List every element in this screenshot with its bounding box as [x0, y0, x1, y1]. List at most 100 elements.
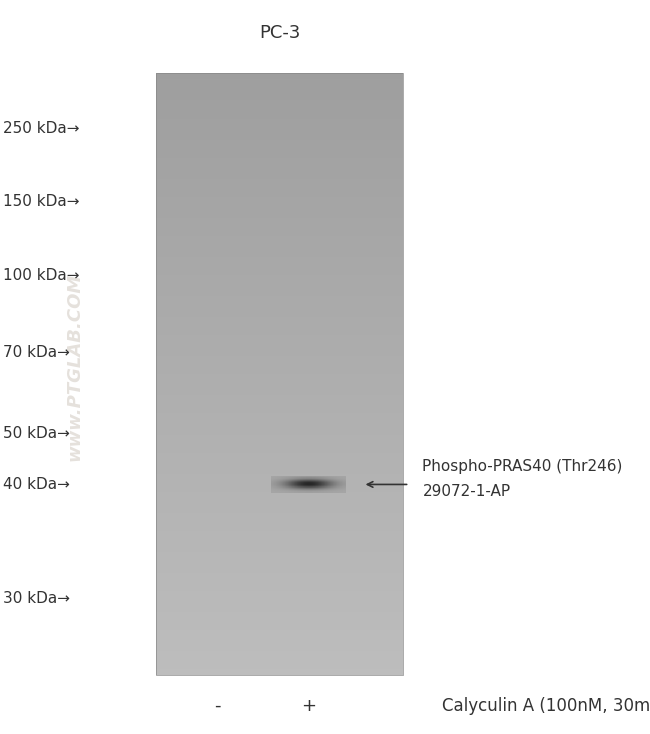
Bar [156, 401, 403, 404]
Bar [156, 103, 403, 106]
Bar [156, 374, 403, 377]
Bar [156, 636, 403, 639]
Bar [156, 516, 403, 519]
Bar [156, 200, 403, 203]
Bar [156, 413, 403, 416]
Bar [156, 606, 403, 609]
Bar [156, 525, 403, 528]
Bar [156, 293, 403, 296]
Bar [156, 122, 403, 125]
Bar [156, 621, 403, 624]
Bar [156, 522, 403, 525]
Bar [156, 627, 403, 630]
Bar [156, 308, 403, 311]
Bar [156, 296, 403, 299]
Bar [156, 302, 403, 305]
Bar [156, 377, 403, 380]
Bar [156, 582, 403, 585]
Bar [156, 194, 403, 197]
Bar [156, 666, 403, 669]
Bar [156, 564, 403, 567]
Bar [156, 446, 403, 449]
Bar [156, 188, 403, 191]
Bar [156, 615, 403, 618]
Bar [156, 344, 403, 347]
Bar [156, 561, 403, 564]
Bar [156, 269, 403, 272]
Bar [156, 158, 403, 161]
Bar [156, 597, 403, 600]
Bar [156, 263, 403, 266]
Bar [156, 137, 403, 139]
Bar [156, 208, 403, 212]
Bar [156, 73, 403, 675]
Bar [156, 407, 403, 410]
Bar [156, 106, 403, 109]
Bar [156, 648, 403, 651]
Bar [156, 404, 403, 407]
Bar [156, 101, 403, 103]
Text: 29072-1-AP: 29072-1-AP [422, 484, 511, 499]
Bar [156, 645, 403, 648]
Bar [156, 543, 403, 546]
Bar [156, 73, 403, 76]
Bar [156, 92, 403, 95]
Bar [156, 459, 403, 462]
Bar [156, 148, 403, 152]
Bar [156, 573, 403, 576]
Bar [156, 465, 403, 468]
Bar [156, 534, 403, 537]
Bar [156, 462, 403, 465]
Bar [156, 506, 403, 509]
Bar [156, 248, 403, 251]
Bar [156, 549, 403, 552]
Bar [156, 383, 403, 386]
Bar [156, 251, 403, 254]
Bar [156, 492, 403, 495]
Bar [156, 389, 403, 393]
Bar [156, 633, 403, 636]
Bar [156, 363, 403, 366]
Bar [156, 275, 403, 278]
Bar [156, 504, 403, 506]
Bar [156, 82, 403, 85]
Bar [156, 468, 403, 470]
Bar [156, 260, 403, 263]
Bar [156, 552, 403, 555]
Text: 70 kDa→: 70 kDa→ [3, 345, 70, 360]
Bar [156, 221, 403, 224]
Bar [156, 203, 403, 206]
Bar [156, 341, 403, 344]
Text: Phospho-PRAS40 (Thr246): Phospho-PRAS40 (Thr246) [422, 459, 623, 473]
Bar [156, 128, 403, 131]
Bar [156, 347, 403, 350]
Bar [156, 323, 403, 326]
Bar [156, 287, 403, 290]
Bar [156, 233, 403, 236]
Bar [156, 393, 403, 396]
Bar [156, 651, 403, 654]
Bar [156, 317, 403, 320]
Bar [156, 546, 403, 549]
Bar [156, 476, 403, 480]
Bar [156, 139, 403, 142]
Bar [156, 380, 403, 383]
Text: Calyculin A (100nM, 30min): Calyculin A (100nM, 30min) [442, 697, 650, 715]
Bar [156, 329, 403, 333]
Text: 50 kDa→: 50 kDa→ [3, 426, 70, 440]
Bar [156, 212, 403, 215]
Bar [156, 456, 403, 459]
Bar [156, 224, 403, 227]
Bar [156, 236, 403, 239]
Bar [156, 290, 403, 293]
Bar [156, 486, 403, 489]
Bar [156, 272, 403, 275]
Bar [156, 356, 403, 359]
Text: www.PTGLAB.COM: www.PTGLAB.COM [65, 273, 83, 461]
Bar [156, 350, 403, 353]
Text: 30 kDa→: 30 kDa→ [3, 591, 70, 606]
Bar [156, 89, 403, 92]
Text: PC-3: PC-3 [259, 24, 300, 42]
Bar [156, 576, 403, 579]
Bar [156, 495, 403, 498]
